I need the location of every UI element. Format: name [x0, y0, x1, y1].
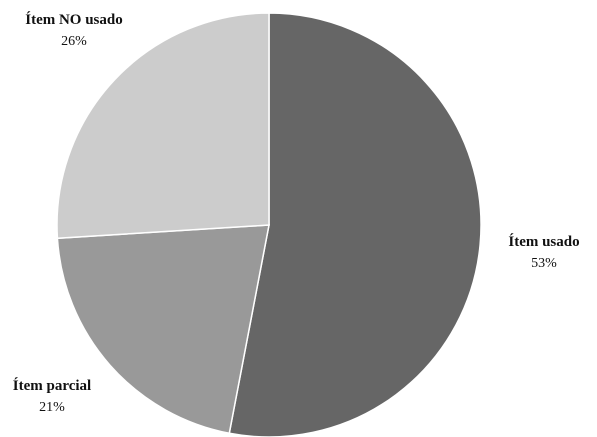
- pie-slice-2: [56, 12, 270, 240]
- slice-category-label: Ítem usado: [508, 234, 580, 250]
- pie-slice-0: [228, 12, 482, 437]
- slice-category-label: Ítem parcial: [12, 378, 92, 394]
- pie-slice-1: [56, 224, 270, 435]
- slice-percent-label: 53%: [531, 255, 557, 271]
- slice-label-item-parcial: Ítem parcial 21%: [2, 376, 102, 418]
- slice-label-item-usado: Ítem usado 53%: [494, 232, 594, 274]
- slice-percent-label: 26%: [61, 33, 87, 49]
- slice-percent-label: 21%: [39, 399, 65, 415]
- slice-label-item-no-usado: Ítem NO usado 26%: [4, 10, 144, 52]
- slice-category-label: Ítem NO usado: [25, 12, 123, 28]
